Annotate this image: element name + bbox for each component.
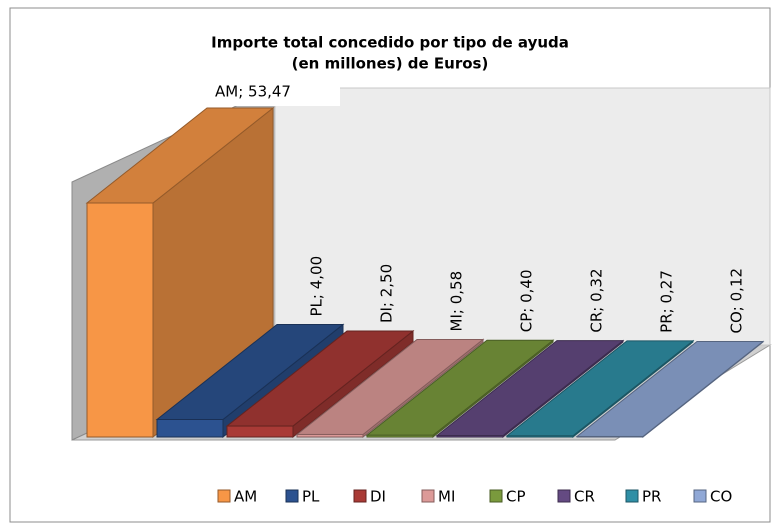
data-label: DI; 2,50 bbox=[378, 264, 396, 323]
data-label: AM; 53,47 bbox=[215, 83, 291, 101]
legend-swatch bbox=[217, 489, 231, 503]
back-wall bbox=[274, 87, 771, 346]
data-label-bg bbox=[210, 78, 340, 106]
legend-label: AM bbox=[234, 488, 257, 506]
bar bbox=[576, 435, 644, 438]
data-label: PL; 4,00 bbox=[308, 256, 326, 317]
bar bbox=[226, 425, 294, 438]
legend-swatch bbox=[557, 489, 571, 503]
bar bbox=[86, 202, 154, 438]
legend-label: CO bbox=[710, 488, 732, 506]
data-label: CR; 0,32 bbox=[588, 268, 606, 332]
bar bbox=[296, 433, 364, 438]
data-label: MI; 0,58 bbox=[448, 271, 466, 332]
legend-label: CR bbox=[574, 488, 595, 506]
data-label: CO; 0,12 bbox=[728, 268, 746, 334]
legend-label: MI bbox=[438, 488, 455, 506]
legend-swatch bbox=[421, 489, 435, 503]
chart-title: (en millones) de Euros) bbox=[292, 55, 489, 73]
data-label: PR; 0,27 bbox=[658, 270, 676, 333]
legend-swatch bbox=[625, 489, 639, 503]
legend-swatch bbox=[353, 489, 367, 503]
legend-label: PL bbox=[302, 488, 320, 506]
chart-title: Importe total concedido por tipo de ayud… bbox=[211, 34, 569, 52]
legend-label: CP bbox=[506, 488, 526, 506]
legend-swatch bbox=[489, 489, 503, 503]
legend-swatch bbox=[693, 489, 707, 503]
legend-label: PR bbox=[642, 488, 661, 506]
bar bbox=[436, 435, 504, 438]
bar bbox=[366, 434, 434, 438]
bar bbox=[156, 418, 224, 438]
legend-swatch bbox=[285, 489, 299, 503]
legend-label: DI bbox=[370, 488, 386, 506]
bar bbox=[506, 435, 574, 438]
data-label: CP; 0,40 bbox=[518, 269, 536, 332]
